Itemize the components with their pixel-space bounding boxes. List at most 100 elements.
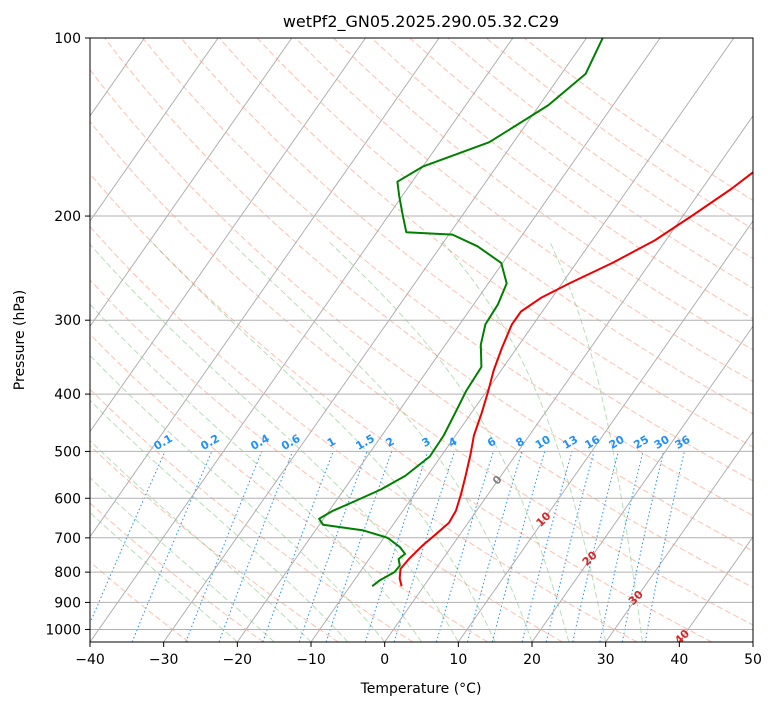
y-tick-label: 600 [54,491,81,507]
moist-adiabat [90,354,386,642]
mixing-ratio-label: 2 [383,435,396,450]
isotherm-gridline [90,38,440,538]
mixing-ratio-line [644,451,685,642]
y-tick-label: 1000 [45,622,81,638]
x-tick-label: 50 [744,652,762,668]
dry-adiabat [90,68,753,589]
y-tick-label: 500 [54,444,81,460]
y-tick-label: 200 [54,209,81,225]
isotherm-gridline [0,38,71,642]
mixing-ratio-line [262,451,334,642]
mixing-ratio-lines [90,451,685,642]
moist-adiabat [327,240,570,642]
x-tick-label: −30 [149,652,179,668]
dry-adiabats [90,38,753,642]
y-tick-label: 700 [54,531,81,547]
mixing-ratio-line [131,451,213,642]
mixing-ratio-line [218,451,294,642]
x-tick-label: 0 [380,652,389,668]
isotherm-gridline [236,38,661,642]
x-axis-label: Temperature (°C) [360,681,482,697]
dry-adiabat [485,38,753,230]
mixing-ratio-label: 30 [652,433,672,452]
isotherm-gridline [384,114,753,642]
mixing-ratio-label: 0.4 [248,432,272,453]
dry-adiabat [90,225,638,642]
mixing-ratio-label: 4 [446,435,459,450]
moist-adiabat [90,511,238,642]
dry-adiabat [333,38,753,351]
isotherm-gridline [90,38,514,642]
mixing-ratio-label: 13 [560,433,580,452]
dewpoint-line [318,38,604,587]
moist-adiabat [229,240,533,642]
x-tick-label: −40 [75,652,105,668]
moist-adiabat [90,439,312,642]
mixing-ratio-label: 0.1 [151,432,174,453]
mixing-ratio-label: 1 [325,435,338,450]
dry-adiabat [523,38,753,202]
mixing-ratio-label: 0.2 [198,432,221,453]
mixing-ratio-label: 25 [631,433,651,452]
x-tick-label: −10 [296,652,326,668]
profile-series [318,38,753,587]
mixing-ratio-line [572,451,619,642]
plot-frame [89,37,754,643]
dry-adiabat [90,561,190,642]
isotherm-gridline [90,38,366,433]
mixing-ratio-line [545,451,595,642]
isotherm-gridline [90,38,293,328]
dry-adiabat [90,502,264,642]
mixing-ratio-line [521,451,573,642]
mixing-ratio-line [298,451,368,642]
dry-adiabat [90,120,753,626]
dry-adiabat [90,444,339,642]
isotherm-label: 20 [580,548,600,568]
y-axis-label: Pressure (hPa) [12,290,28,390]
dry-adiabat [447,38,753,260]
x-tick-label: 40 [670,652,688,668]
dry-adiabat [295,38,753,383]
isotherm-gridline [457,220,753,642]
moist-adiabat [548,240,643,642]
x-tick-label: 10 [449,652,467,668]
y-axis: 100 200 300 400 500 600 700 800 900 1000 [45,31,90,638]
y-tick-label: 400 [54,387,81,403]
moist-adiabat [90,477,275,642]
mixing-ratio-label: 0.6 [279,432,303,453]
isotherm-gridline [310,38,735,642]
y-tick-label: 100 [54,31,81,47]
mixing-ratio-label: 10 [533,433,553,452]
moist-adiabat [90,399,349,642]
dry-adiabat [256,38,753,415]
mixing-ratio-line [185,451,263,642]
y-tick-label: 300 [54,313,81,329]
dry-adiabat [142,38,753,517]
moist-adiabat [440,240,607,642]
mixing-ratio-label: 16 [582,433,602,452]
dry-adiabat [104,38,753,552]
mixing-ratio-line [621,451,664,642]
dry-adiabat [90,173,712,642]
isotherm-gridline [163,38,587,642]
chart-title: wetPf2_GN05.2025.290.05.32.C29 [283,12,559,32]
mixing-ratio-line [599,451,644,642]
dry-adiabat [90,279,563,642]
moist-adiabat [150,240,496,642]
isotherm-gridline [678,535,753,642]
x-tick-label: 30 [597,652,615,668]
isotherm-gridline [752,641,753,642]
mixing-ratio-line [325,451,393,642]
dry-adiabat [90,388,414,642]
dry-adiabat [90,333,488,642]
mixing-ratio-line [90,451,166,625]
grid-lines [0,38,753,642]
dry-adiabat [218,38,753,448]
isotherm-gridline [605,430,753,642]
mixing-ratio-label: 1.5 [354,432,377,453]
x-tick-label: 20 [523,652,541,668]
y-tick-label: 900 [54,595,81,611]
temperature-line [398,171,753,587]
isotherm-gridline [531,325,753,642]
